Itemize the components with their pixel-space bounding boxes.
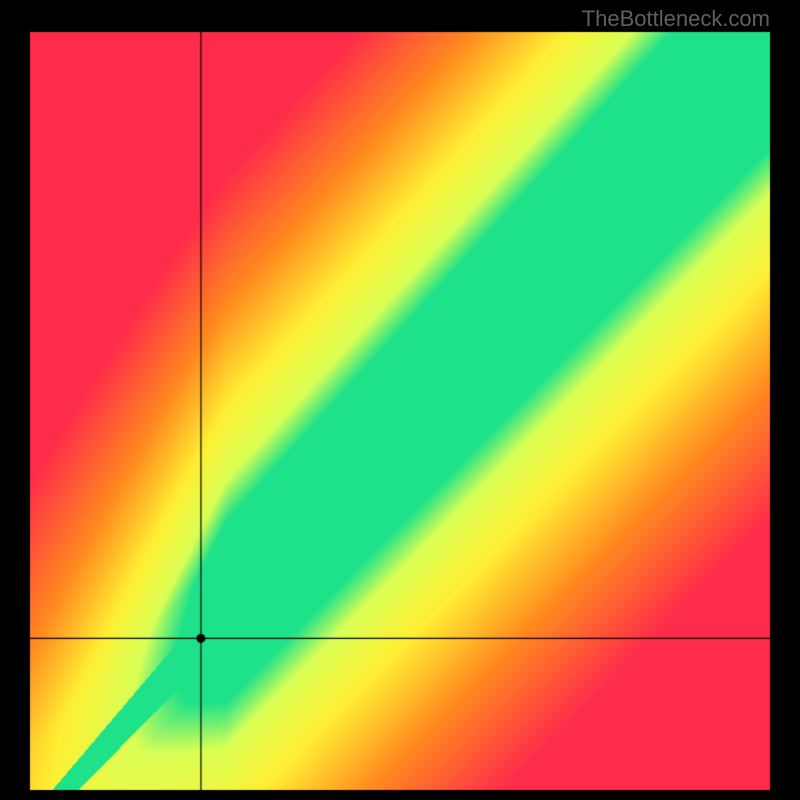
root-container: TheBottleneck.com bbox=[0, 0, 800, 800]
watermark-text: TheBottleneck.com bbox=[582, 6, 770, 32]
bottleneck-heatmap bbox=[0, 0, 800, 800]
